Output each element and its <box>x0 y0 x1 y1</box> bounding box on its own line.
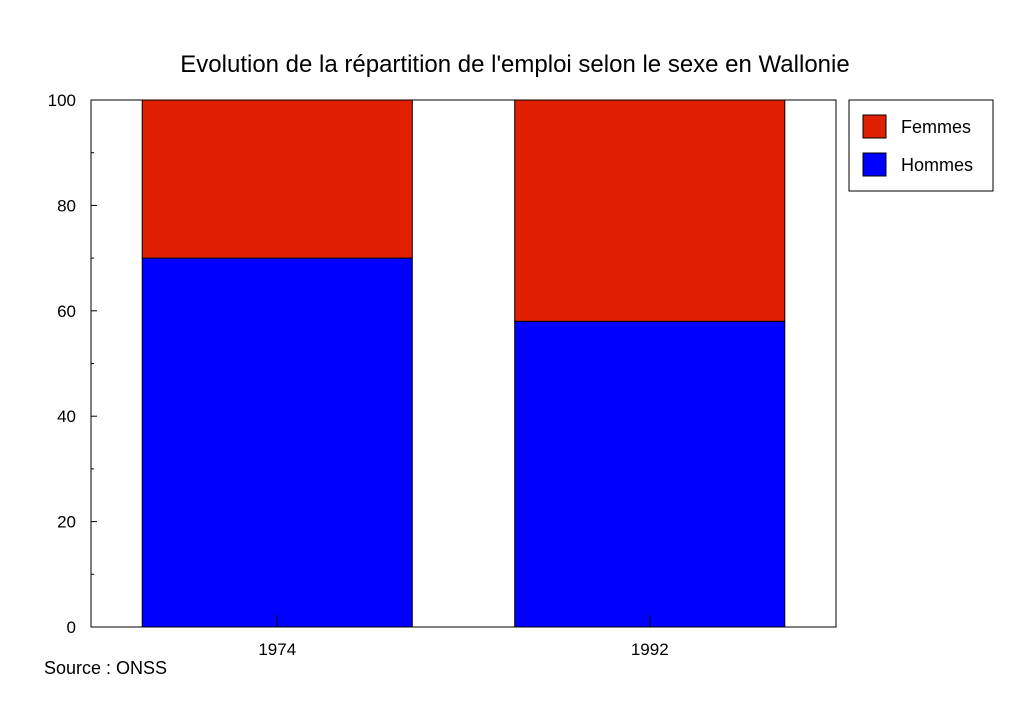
legend-box <box>848 99 994 192</box>
legend-swatch-hommes <box>862 152 887 177</box>
bar-hommes-1992 <box>514 320 786 628</box>
bar-hommes-1974 <box>141 257 413 628</box>
source-note: Source : ONSS <box>44 658 168 678</box>
chart-title: Evolution de la répartition de l'emploi … <box>180 51 849 78</box>
y-tick-label-0: 0 <box>67 618 76 637</box>
y-tick-label-60: 60 <box>57 302 76 321</box>
y-tick-label-100: 100 <box>48 91 76 110</box>
y-tick-label-40: 40 <box>57 407 76 426</box>
legend-label-hommes: Hommes <box>901 155 973 175</box>
legend-label-femmes: Femmes <box>901 117 971 137</box>
legend-swatch-femmes <box>862 114 887 139</box>
x-tick-label-1974: 1974 <box>258 640 296 659</box>
plot-area: 1974 1992 0 20 40 60 80 100 <box>48 91 837 659</box>
x-tick-label-1992: 1992 <box>631 640 669 659</box>
bar-femmes-1974 <box>141 99 413 259</box>
y-tick-label-80: 80 <box>57 196 76 215</box>
legend: Femmes Hommes <box>848 99 994 192</box>
y-tick-label-20: 20 <box>57 513 76 532</box>
bar-femmes-1992 <box>514 99 786 322</box>
